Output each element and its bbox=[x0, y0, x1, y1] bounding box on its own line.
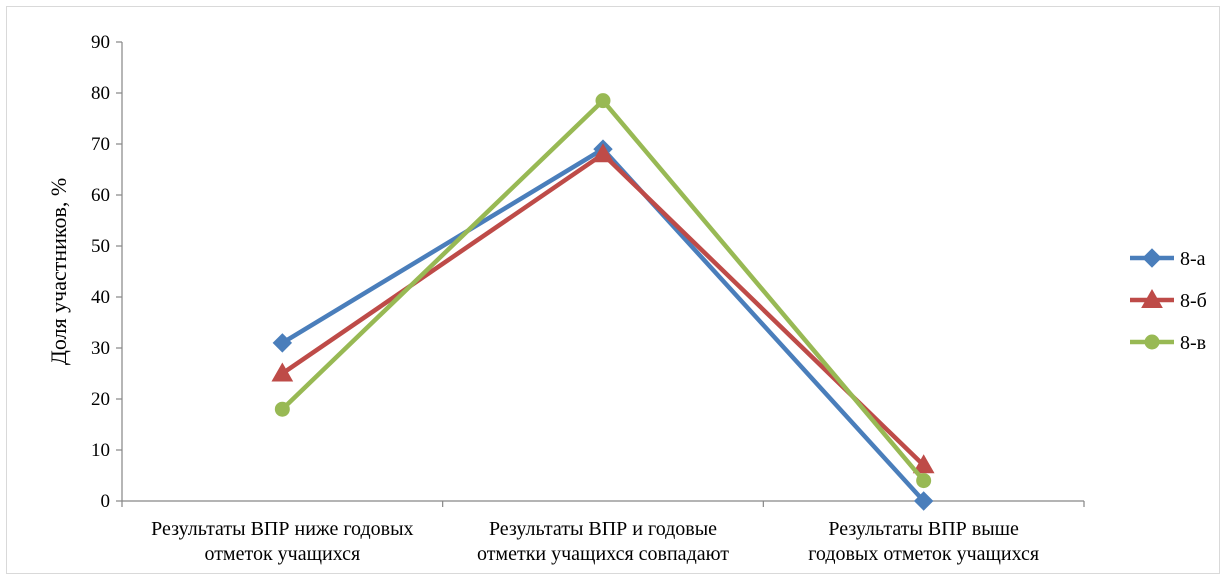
legend-item: 8-б bbox=[1130, 288, 1207, 312]
series-2 bbox=[274, 93, 932, 489]
y-tick-label: 0 bbox=[101, 491, 111, 512]
axis-labels: 0 10 20 30 40 50 60 70 80 90 Результаты ВПР ниже г… bbox=[46, 32, 1039, 565]
y-tick-label: 30 bbox=[91, 338, 110, 359]
legend-label: 8-а bbox=[1180, 248, 1206, 270]
legend-item: 8-в bbox=[1130, 332, 1206, 354]
y-tick-label: 40 bbox=[91, 287, 110, 308]
chart-frame bbox=[6, 6, 1220, 574]
y-tick-label: 90 bbox=[91, 32, 110, 53]
series-lines bbox=[271, 93, 935, 511]
x-tick-label: Результаты ВПР выше годовых отметок учащи… bbox=[808, 518, 1039, 565]
y-tick-label: 50 bbox=[91, 236, 110, 257]
data-point bbox=[913, 491, 934, 511]
y-tick-label: 60 bbox=[91, 185, 110, 206]
x-tick-label: Результаты ВПР ниже годовых отметок учащи… bbox=[151, 518, 413, 565]
data-point bbox=[592, 143, 614, 163]
series-line bbox=[280, 151, 926, 468]
legend-label: 8-в bbox=[1180, 332, 1206, 354]
legend-marker bbox=[1141, 288, 1163, 308]
data-point bbox=[271, 362, 294, 382]
data-point bbox=[595, 93, 611, 109]
y-tick-label: 10 bbox=[91, 440, 110, 461]
y-tick-label: 70 bbox=[91, 134, 110, 155]
data-point bbox=[272, 333, 293, 353]
data-point bbox=[274, 401, 290, 417]
legend-item: 8-а bbox=[1130, 248, 1206, 270]
x-tick-label: Результаты ВПР и годовые отметки учащихся… bbox=[477, 518, 729, 565]
legend: 8-а 8-б 8-в bbox=[1130, 248, 1207, 354]
data-point bbox=[912, 454, 935, 474]
series-1 bbox=[271, 143, 935, 474]
series-line bbox=[280, 146, 926, 504]
legend-marker bbox=[1142, 248, 1162, 268]
legend-label: 8-б bbox=[1180, 290, 1207, 312]
data-point bbox=[916, 473, 932, 489]
y-tick-label: 20 bbox=[91, 389, 110, 410]
legend-marker bbox=[1144, 334, 1160, 350]
y-axis-title: Доля участников, % bbox=[46, 178, 71, 365]
axes bbox=[116, 41, 1085, 507]
y-tick-label: 80 bbox=[91, 83, 110, 104]
